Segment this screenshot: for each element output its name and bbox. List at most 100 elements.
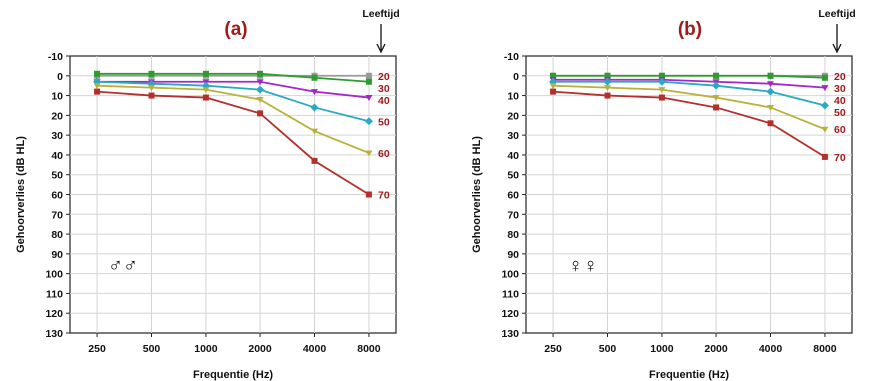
data-point <box>821 153 828 160</box>
age-series-label: 20 <box>834 71 846 83</box>
data-point <box>202 87 210 94</box>
y-tick-label: 50 <box>507 170 519 182</box>
data-point <box>311 89 318 96</box>
series-line-age-40 <box>553 78 826 89</box>
data-point <box>311 128 318 135</box>
gender-symbol: ♂♂ <box>108 255 138 277</box>
x-tick-label: 500 <box>143 343 161 355</box>
y-tick-label: 40 <box>507 150 519 162</box>
series-line-age-30 <box>97 72 370 83</box>
data-point <box>93 83 101 90</box>
data-point <box>821 85 829 92</box>
y-tick-label: 70 <box>51 209 63 221</box>
y-tick-label: 20 <box>507 110 519 122</box>
y-tick-label: 100 <box>45 269 63 281</box>
y-tick-label: 10 <box>51 91 63 103</box>
data-point <box>550 88 557 95</box>
y-tick-label: 110 <box>46 288 63 300</box>
y-tick-label: 130 <box>45 328 63 340</box>
data-point <box>257 70 264 77</box>
data-point <box>148 85 155 92</box>
data-point <box>365 95 373 102</box>
data-point <box>712 81 721 90</box>
y-tick-label: 80 <box>51 229 63 241</box>
data-point <box>712 95 720 102</box>
data-point <box>365 191 372 198</box>
data-point <box>658 87 666 94</box>
y-tick-label: 10 <box>507 91 519 103</box>
x-tick-label: 250 <box>88 343 106 355</box>
data-point <box>311 74 318 81</box>
age-series-label: 20 <box>378 71 390 83</box>
y-tick-label: 70 <box>507 209 519 221</box>
y-axis-label: Gehoorverlies (dB HL) <box>15 136 27 253</box>
data-point <box>604 72 611 79</box>
age-arrow-head <box>832 43 842 54</box>
y-tick-label: 120 <box>501 308 519 320</box>
data-point <box>256 97 264 104</box>
data-point <box>713 104 720 111</box>
series-line-age-30 <box>553 74 825 79</box>
data-point <box>604 85 611 92</box>
age-series-label: 40 <box>378 95 390 107</box>
series-line-age-60 <box>553 84 826 131</box>
y-tick-label: 130 <box>501 328 519 340</box>
y-tick-label: 110 <box>502 288 519 300</box>
data-point <box>257 110 264 117</box>
age-series-label: 60 <box>834 124 846 136</box>
y-tick-label: 0 <box>513 71 519 83</box>
series-line-age-60 <box>97 84 370 154</box>
y-tick-label: -10 <box>504 51 519 63</box>
y-tick-label: 60 <box>507 190 519 202</box>
x-axis-label: Frequentie (Hz) <box>193 369 273 381</box>
x-tick-label: 4000 <box>303 343 327 355</box>
x-tick-label: 500 <box>599 343 617 355</box>
data-point <box>148 70 155 77</box>
y-tick-label: -10 <box>48 51 63 63</box>
data-point <box>550 72 557 79</box>
age-series-label: 50 <box>378 116 390 128</box>
data-point <box>713 72 720 79</box>
y-tick-label: 20 <box>51 110 63 122</box>
age-label: Leeftijd <box>362 8 399 20</box>
age-series-label: 70 <box>378 190 390 202</box>
age-label: Leeftijd <box>818 8 855 20</box>
data-point <box>821 74 828 81</box>
x-tick-label: 1000 <box>650 343 674 355</box>
series-line-age-70 <box>552 90 826 158</box>
data-point <box>549 83 557 90</box>
y-tick-label: 80 <box>507 229 519 241</box>
x-tick-label: 8000 <box>813 343 837 355</box>
chart-title: (a) <box>224 19 247 40</box>
data-point <box>767 72 774 79</box>
data-point <box>365 78 372 85</box>
series-line-age-40 <box>97 80 370 99</box>
y-tick-label: 90 <box>507 249 519 261</box>
data-point <box>202 94 209 101</box>
data-point <box>202 70 209 77</box>
y-tick-label: 60 <box>51 190 63 202</box>
age-series-label: 40 <box>834 95 846 107</box>
data-point <box>94 88 101 95</box>
x-axis-label: Frequentie (Hz) <box>649 369 729 381</box>
y-tick-label: 40 <box>51 150 63 162</box>
x-tick-label: 2000 <box>704 343 728 355</box>
data-point <box>658 94 665 101</box>
gender-symbol: ♀♀ <box>568 255 598 277</box>
data-point <box>766 87 775 96</box>
data-point <box>364 117 373 126</box>
y-tick-label: 30 <box>507 130 519 142</box>
series-line-age-70 <box>96 90 370 196</box>
age-series-label: 70 <box>834 152 846 164</box>
series-line-age-50 <box>97 80 370 123</box>
data-point <box>94 70 101 77</box>
data-point <box>311 157 318 164</box>
data-point <box>820 101 829 110</box>
x-tick-label: 2000 <box>248 343 272 355</box>
y-tick-label: 0 <box>57 71 63 83</box>
age-series-label: 50 <box>834 107 846 119</box>
data-point <box>365 72 372 79</box>
